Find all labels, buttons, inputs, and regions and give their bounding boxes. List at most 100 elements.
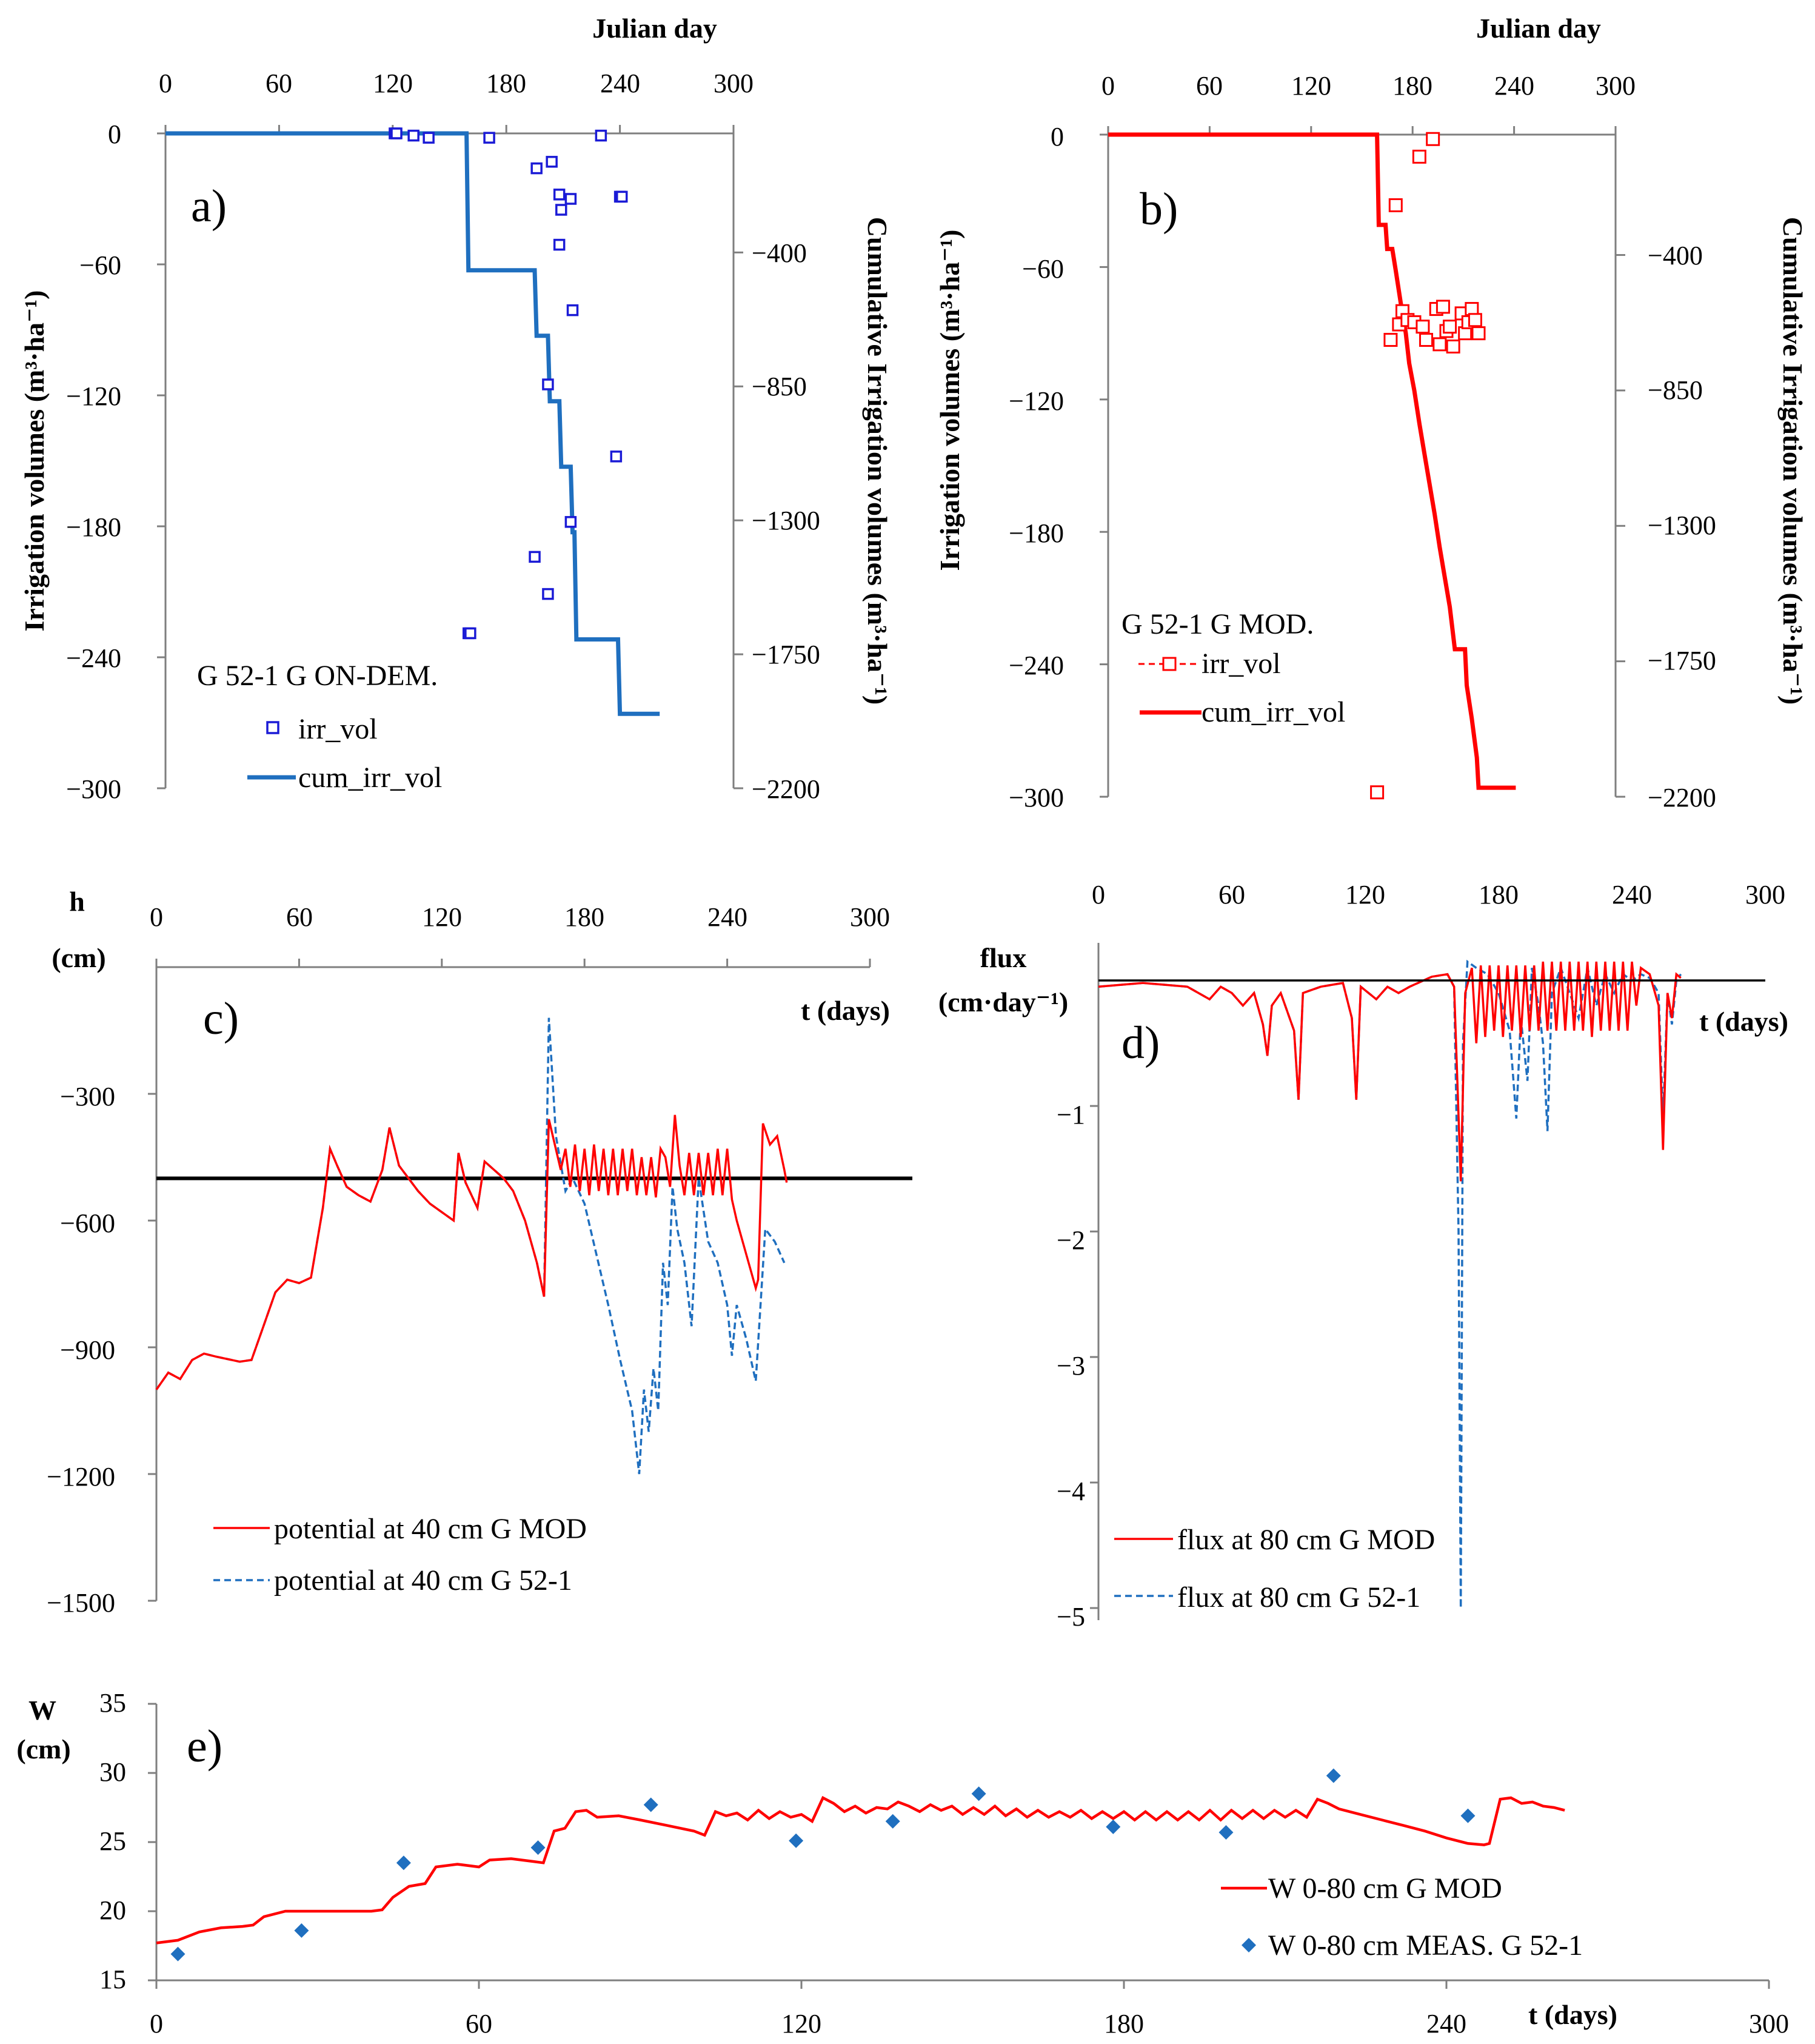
panel-a: Julian day 0 60 120 180 240 300 0 −60 −1…: [19, 13, 893, 804]
panel-c-y-ticklabels: −300 −600 −900 −1200 −1500: [47, 1082, 115, 1618]
panel-d-x-title: t (days): [1699, 1006, 1788, 1037]
panel-c-g-mod-series-line: [155, 1114, 788, 1390]
panel-a-ytick-2: −120: [66, 381, 121, 411]
panel-a-y2-ticklabels: −400 −850 −1300 −1750 −2200: [752, 238, 820, 804]
panel-e-meas-point: [885, 1814, 900, 1829]
panel-a-x-ticklabels: 0 60 120 180 240 300: [159, 69, 754, 98]
panel-c-ytick-2: −900: [60, 1335, 115, 1365]
panel-a-ytick-4: −240: [66, 643, 121, 673]
panel-a-y2tick-0: −400: [752, 238, 807, 268]
panel-b-y2tick-0: −400: [1648, 241, 1703, 270]
panel-d-legend-g52-label: flux at 80 cm G 52-1: [1177, 1581, 1420, 1613]
panel-e-legend-meas: W 0-80 cm MEAS. G 52-1: [1242, 1929, 1583, 1962]
panel-e-meas-point: [396, 1855, 411, 1871]
panel-c-ytick-1: −600: [60, 1208, 115, 1238]
panel-d-ytick-0: −1: [1057, 1100, 1085, 1130]
panel-b-y2tick-1: −850: [1648, 375, 1703, 405]
panel-a-xtick-0: 0: [159, 69, 172, 98]
panel-c-x-title: t (days): [801, 995, 890, 1026]
panel-a-legend-irr-vol-label: irr_vol: [298, 713, 378, 745]
panel-e-xtick-3: 180: [1104, 2009, 1144, 2039]
panel-a-irr-vol-point: [553, 189, 566, 201]
panel-c-ytick-3: −1200: [47, 1462, 115, 1492]
panel-e-legend-meas-marker: [1242, 1938, 1256, 1952]
panel-d-y-unit: (cm·day⁻¹): [938, 987, 1068, 1017]
panel-e-xtick-1: 60: [466, 2009, 492, 2039]
panel-b-legend-irr-vol-marker: [1162, 657, 1177, 671]
panel-e-legend-g-mod-label: W 0-80 cm G MOD: [1268, 1872, 1502, 1905]
panel-b-xtick-3: 180: [1392, 71, 1432, 101]
panel-b-irr-vol-point: [1388, 198, 1403, 212]
panel-a-xtick-5: 300: [714, 69, 754, 98]
panel-e-meas-point: [530, 1840, 546, 1855]
panel-a-legend-irr-vol-marker: [266, 721, 279, 734]
panel-b-legend-title: G 52-1 G MOD.: [1121, 608, 1314, 640]
panel-d-legend-g-mod-label: flux at 80 cm G MOD: [1177, 1524, 1435, 1556]
panel-d-ytick-4: −5: [1057, 1602, 1085, 1632]
panel-b-legend-cum-irr-vol: cum_irr_vol: [1140, 696, 1345, 728]
panel-a-ytick-0: 0: [108, 119, 121, 149]
panel-d-y-ticklabels: −1 −2 −3 −4 −5: [1057, 1100, 1085, 1632]
panel-e-y-ticklabels: 15 20 25 30 35: [99, 1688, 126, 1994]
panel-b-y2tick-3: −1750: [1648, 646, 1716, 675]
panel-e: W (cm) 15 20 25 30 35 0 60 120 180 240 3…: [16, 1688, 1789, 2039]
panel-b-ytick-2: −120: [1009, 386, 1064, 416]
panel-e-meas-point: [1460, 1808, 1476, 1823]
panel-d-label: d): [1121, 1017, 1160, 1068]
panel-b-xtick-2: 120: [1291, 71, 1331, 101]
panel-e-ytick-1: 20: [99, 1895, 126, 1925]
panel-d-xtick-0: 0: [1092, 880, 1105, 910]
panel-a-irr-vol-point: [464, 627, 476, 640]
panel-a-y2tick-4: −2200: [752, 774, 820, 804]
panel-e-xtick-4: 240: [1426, 2009, 1466, 2039]
panel-d-ytick-3: −4: [1057, 1476, 1085, 1506]
panel-b-y-ticklabels: 0 −60 −120 −180 −240 −300: [1009, 122, 1064, 813]
panel-c-ytick-4: −1500: [47, 1588, 115, 1618]
panel-b-ytick-1: −60: [1022, 254, 1064, 284]
panel-b-y2-title: Cumulative Irrigation volumes (m³·ha⁻¹): [1777, 217, 1808, 705]
panel-e-label: e): [187, 1721, 222, 1772]
panel-a-irr-vol-point: [564, 193, 577, 205]
panel-b-legend-cum-irr-vol-label: cum_irr_vol: [1202, 696, 1345, 728]
panel-b-irr-vol-point: [1432, 337, 1447, 352]
panel-a-ytick-3: −180: [66, 512, 121, 542]
panel-d-ytick-1: −2: [1057, 1225, 1085, 1255]
panel-b-irr-vol-point: [1370, 785, 1385, 800]
panel-a-xtick-4: 240: [600, 69, 640, 98]
chart-marks-layer: [148, 125, 1770, 1989]
panel-c-x-ticklabels: 0 60 120 180 240 300: [150, 902, 890, 932]
panel-d-xtick-4: 240: [1612, 880, 1652, 910]
panel-e-xtick-0: 0: [150, 2009, 163, 2039]
panel-d-x-ticklabels: 0 60 120 180 240 300: [1092, 880, 1785, 910]
panel-b-ytick-5: −300: [1009, 783, 1064, 813]
panel-b-irr-vol-point: [1443, 320, 1457, 334]
panel-a-y2-title: Cumulative Irrigation volumes (m³·ha⁻¹): [862, 217, 893, 705]
panel-b-y2tick-4: −2200: [1648, 783, 1716, 813]
panel-b-irr-vol-point: [1471, 326, 1486, 341]
panel-a-legend-irr-vol: irr_vol: [266, 713, 378, 745]
panel-a-y-ticklabels: 0 −60 −120 −180 −240 −300: [66, 119, 121, 804]
panel-b-legend-irr-vol-label: irr_vol: [1202, 648, 1281, 680]
panel-c-legend-g-mod-label: potential at 40 cm G MOD: [274, 1513, 587, 1545]
panel-b-xtick-5: 300: [1596, 71, 1636, 101]
panel-e-meas-point: [1106, 1819, 1121, 1834]
panel-a-irr-vol-point: [542, 378, 554, 390]
panel-c-y-title: h: [69, 886, 85, 917]
panel-c-y-unit: (cm): [52, 942, 105, 973]
panel-d-ytick-2: −3: [1057, 1351, 1085, 1381]
panel-b-x-title: Julian day: [1476, 13, 1601, 44]
panel-c-xtick-0: 0: [150, 902, 163, 932]
panel-c-xtick-4: 240: [707, 902, 747, 932]
panel-b-xtick-0: 0: [1101, 71, 1115, 101]
panel-b-irr-vol-point: [1419, 333, 1434, 347]
panel-b-ytick-0: 0: [1051, 122, 1064, 152]
panel-a-y-title: Irrigation volumes (m³·ha⁻¹): [19, 290, 50, 632]
panel-d-legend-g52: flux at 80 cm G 52-1: [1114, 1581, 1420, 1613]
panel-e-x-ticklabels: 0 60 120 180 240 300: [150, 2009, 1789, 2039]
panel-e-ytick-4: 35: [99, 1688, 126, 1718]
panel-a-y2tick-3: −1750: [752, 640, 820, 669]
panel-c-xtick-5: 300: [850, 902, 890, 932]
panel-e-meas-point: [971, 1786, 986, 1801]
panel-e-meas-point: [789, 1833, 804, 1848]
panel-d-xtick-2: 120: [1345, 880, 1385, 910]
